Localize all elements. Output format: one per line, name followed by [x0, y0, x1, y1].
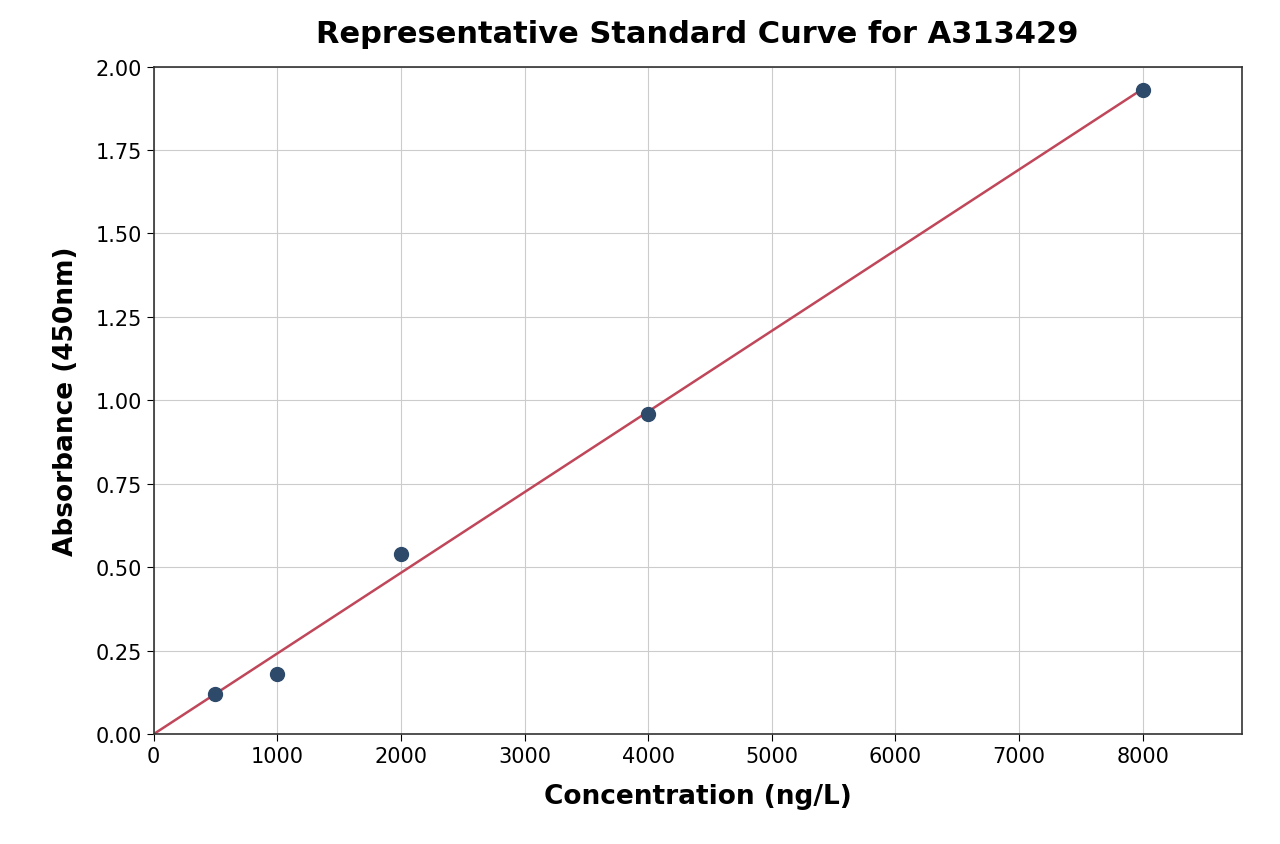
X-axis label: Concentration (ng/L): Concentration (ng/L) [544, 782, 851, 809]
Point [1133, 84, 1153, 98]
Y-axis label: Absorbance (450nm): Absorbance (450nm) [52, 246, 79, 555]
Point [205, 688, 225, 701]
Point [637, 408, 658, 421]
Title: Representative Standard Curve for A313429: Representative Standard Curve for A31342… [316, 19, 1079, 49]
Point [268, 668, 288, 681]
Point [390, 548, 411, 561]
